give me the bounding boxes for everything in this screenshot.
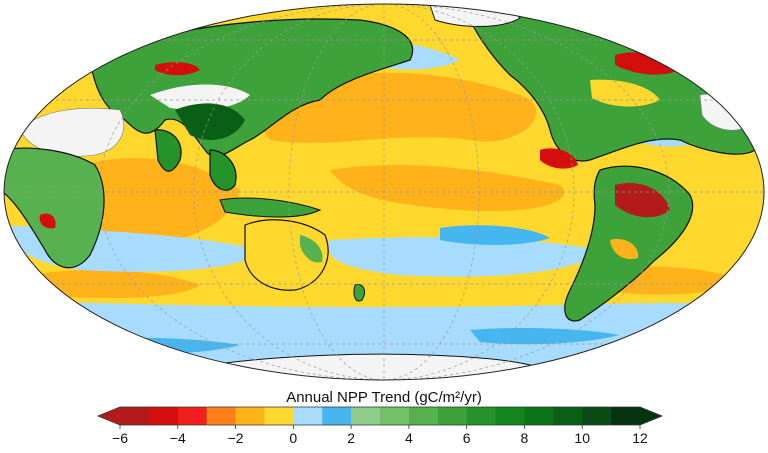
globe-outline — [3, 3, 765, 381]
trend-region — [155, 62, 200, 76]
colorbar-bin — [524, 407, 554, 425]
trend-region — [610, 239, 639, 260]
trend-region — [328, 237, 600, 277]
colorbar-bin — [437, 407, 467, 425]
colorbar-tick-label: 2 — [347, 430, 356, 446]
trend-region — [470, 327, 620, 345]
trend-region — [300, 235, 323, 263]
colorbar-bin — [148, 407, 179, 425]
colorbar-bin — [206, 407, 236, 425]
land-indonesia — [219, 197, 322, 218]
colorbar-tick-label: 0 — [289, 430, 298, 446]
colorbar — [96, 406, 664, 429]
colorbar-bin — [120, 407, 150, 425]
land-se-asia — [209, 149, 237, 191]
colorbar-title: Annual NPP Trend (gC/m²/yr) — [286, 389, 482, 406]
colorbar-tick-label: −2 — [227, 430, 244, 446]
colorbar-tick-label: 4 — [404, 430, 413, 446]
colorbar-bin — [235, 407, 265, 425]
colorbar-bin — [264, 407, 294, 425]
colorbar-bin — [380, 407, 410, 425]
colorbar-tick-label: 10 — [574, 430, 591, 446]
land-new-zealand — [353, 283, 365, 302]
trend-region — [330, 165, 564, 212]
colorbar-tick-label: 6 — [462, 430, 471, 446]
land-india — [154, 129, 182, 172]
trend-region — [615, 182, 670, 218]
land-no-data — [150, 84, 250, 110]
land-eurasia — [89, 18, 414, 157]
colorbar-tick-label: −4 — [169, 430, 186, 446]
colorbar-tick-label: 8 — [520, 430, 529, 446]
trend-region — [590, 79, 660, 107]
trend-region — [175, 103, 245, 140]
colorbar-bin — [553, 407, 583, 425]
trend-region — [72, 158, 240, 243]
colorbar-bin — [582, 407, 612, 425]
colorbar-extend-max — [640, 407, 662, 425]
colorbar-ticks — [119, 425, 641, 429]
colorbar-bin — [466, 407, 496, 425]
trend-region — [39, 213, 56, 229]
graticule — [4, 4, 764, 380]
colorbar-bin — [177, 407, 207, 425]
colorbar-tick-label: −6 — [112, 430, 128, 446]
world-map — [3, 3, 765, 381]
colorbar-extend-min — [98, 407, 120, 425]
colorbar-bin — [495, 407, 525, 425]
trend-region — [540, 148, 578, 169]
colorbar-bin — [408, 407, 439, 425]
colorbar-bin — [322, 407, 352, 425]
colorbar-bin — [293, 407, 323, 425]
colorbar-bins — [96, 406, 664, 426]
colorbar-bin — [351, 407, 381, 425]
colorbar-tick-label: 12 — [632, 430, 648, 446]
trend-region — [30, 269, 200, 298]
land-africa — [4, 147, 105, 269]
trend-region — [440, 225, 550, 245]
colorbar-bin — [611, 407, 641, 425]
